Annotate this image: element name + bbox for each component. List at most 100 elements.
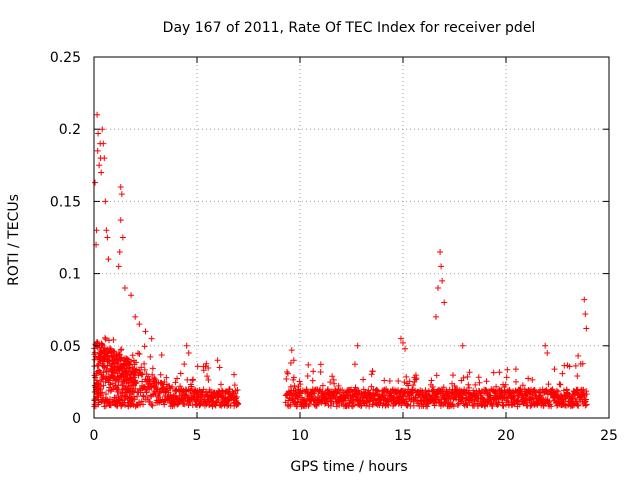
data-point <box>466 369 473 376</box>
data-point <box>441 299 448 306</box>
data-point <box>149 402 156 409</box>
data-point <box>490 369 497 376</box>
data-point <box>483 387 490 394</box>
data-point <box>500 402 507 409</box>
data-point <box>117 217 124 224</box>
data-point <box>544 350 551 357</box>
data-point <box>463 401 470 408</box>
data-point <box>386 378 393 385</box>
x-tick-label: 10 <box>291 428 309 444</box>
data-point <box>516 401 523 408</box>
data-point <box>102 403 109 410</box>
data-point <box>519 382 526 389</box>
data-point <box>118 394 125 401</box>
data-point <box>141 343 148 350</box>
data-point <box>117 347 124 354</box>
data-point <box>472 381 479 388</box>
data-point <box>149 365 156 372</box>
data-point <box>138 398 145 405</box>
data-point <box>566 363 573 370</box>
data-point <box>121 285 128 292</box>
data-point <box>105 375 112 382</box>
data-point <box>104 362 111 369</box>
data-point <box>384 401 391 408</box>
data-point <box>395 378 402 385</box>
data-point <box>470 391 477 398</box>
y-tick-label: 0.2 <box>59 122 81 138</box>
data-point <box>94 380 101 387</box>
data-point <box>439 277 446 284</box>
data-point <box>287 401 294 408</box>
data-point <box>94 344 101 351</box>
data-point <box>369 368 376 375</box>
data-point <box>102 336 109 343</box>
data-point <box>119 234 126 241</box>
y-tick-label: 0.15 <box>50 194 81 210</box>
data-point <box>551 366 558 373</box>
data-point <box>410 382 417 389</box>
data-point <box>532 392 539 399</box>
data-point <box>145 373 152 380</box>
data-point <box>460 374 467 381</box>
data-point <box>432 313 439 320</box>
x-tick-label: 20 <box>497 428 515 444</box>
data-point <box>581 296 588 303</box>
data-point <box>311 390 318 397</box>
y-tick-label: 0 <box>72 411 81 427</box>
data-point <box>582 311 589 318</box>
data-point <box>93 377 100 384</box>
data-point <box>132 367 139 374</box>
data-point <box>188 383 195 390</box>
data-point <box>116 351 123 358</box>
data-point <box>525 375 532 382</box>
data-point <box>512 378 519 385</box>
data-point <box>403 402 410 409</box>
chart-title: Day 167 of 2011, Rate Of TEC Index for r… <box>163 20 536 36</box>
data-point <box>295 396 302 403</box>
data-point <box>425 400 432 407</box>
data-point <box>203 360 210 367</box>
data-point <box>474 403 481 410</box>
data-point <box>572 362 579 369</box>
data-point <box>310 368 317 375</box>
data-point <box>98 169 105 176</box>
data-point <box>200 367 207 374</box>
data-point <box>297 381 304 388</box>
data-point <box>131 396 138 403</box>
data-point <box>288 347 295 354</box>
data-point <box>106 337 113 344</box>
data-point <box>118 354 125 361</box>
data-point <box>504 397 511 404</box>
data-point <box>317 368 324 375</box>
data-point <box>583 396 590 403</box>
data-point <box>288 391 295 398</box>
data-point <box>155 394 162 401</box>
data-point <box>153 385 160 392</box>
data-point <box>101 155 108 162</box>
data-point <box>95 399 102 406</box>
data-point <box>360 376 367 383</box>
y-tick-label: 0.05 <box>50 339 81 355</box>
data-point <box>99 126 106 133</box>
data-point <box>575 352 582 359</box>
data-point <box>183 342 190 349</box>
data-point <box>163 374 170 381</box>
data-point <box>410 402 417 409</box>
data-point <box>117 183 124 190</box>
data-point <box>527 403 534 410</box>
data-point <box>161 401 168 408</box>
data-point <box>317 361 324 368</box>
data-point <box>147 353 154 360</box>
data-point <box>359 397 366 404</box>
data-point <box>306 400 313 407</box>
x-tick-label: 25 <box>600 428 618 444</box>
data-point <box>98 341 105 348</box>
data-point <box>181 361 188 368</box>
data-point <box>368 383 375 390</box>
data-point <box>118 346 125 353</box>
data-point <box>128 358 135 365</box>
data-point <box>351 361 358 368</box>
data-point <box>290 374 297 381</box>
data-point <box>104 234 111 241</box>
data-point <box>313 402 320 409</box>
